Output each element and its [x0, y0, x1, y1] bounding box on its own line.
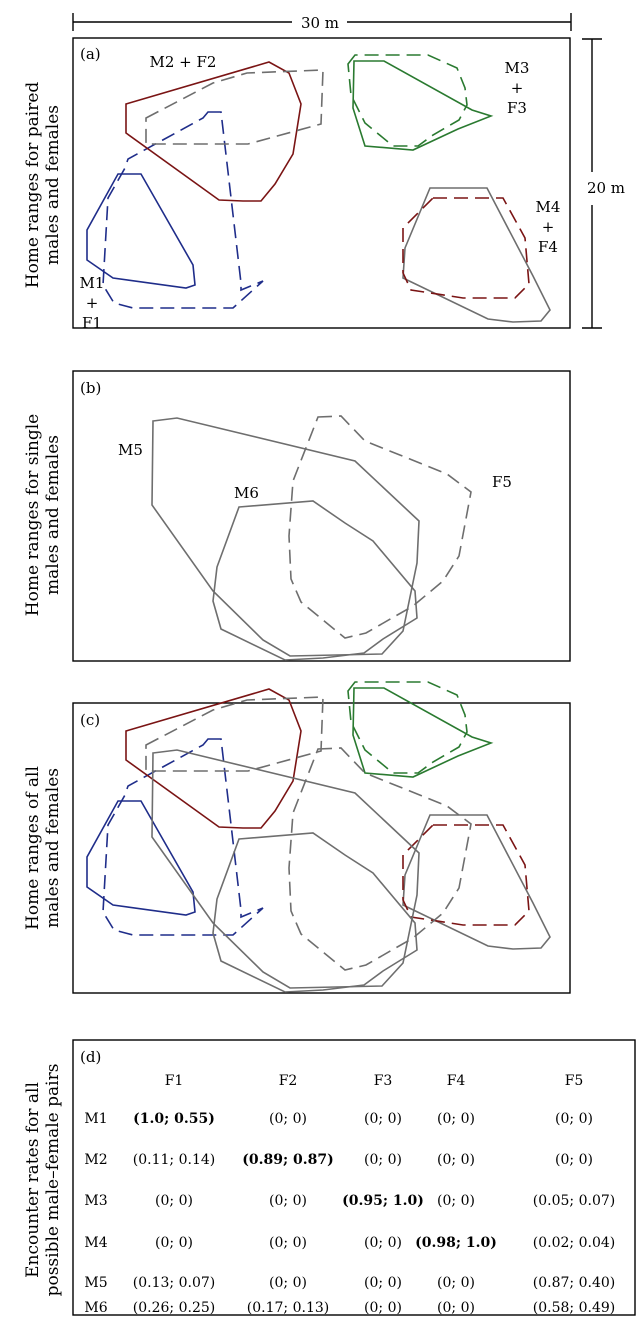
matrix-cell: (0; 0)	[364, 1235, 402, 1251]
column-header: F2	[279, 1073, 298, 1089]
row-label: M5	[84, 1275, 107, 1291]
panel-d-tag: (d)	[80, 1048, 101, 1066]
panel-d-side-label-1: Encounter rates for all	[23, 1082, 43, 1278]
encounter-matrix: F1 F2 F3 F4 F5 M1 (1.0; 0.55) (0; 0) (0; 0) (0; 0…	[84, 1073, 615, 1316]
column-header: F4	[447, 1073, 466, 1089]
m5-range	[151, 417, 420, 657]
panel-c-tag: (c)	[80, 711, 100, 729]
panel-c-side-label-1: Home ranges of all	[23, 766, 43, 930]
label-m3-plus: +	[511, 79, 524, 97]
f4-range	[402, 197, 530, 299]
m3-range	[352, 687, 492, 778]
matrix-cell: (0.17; 0.13)	[247, 1300, 329, 1316]
label-f5: F5	[492, 473, 512, 491]
f5-range	[288, 415, 472, 639]
m6-range	[212, 832, 418, 993]
panel-b: Home ranges for single males and females…	[23, 370, 571, 662]
matrix-cell: (0.02; 0.04)	[533, 1235, 615, 1251]
matrix-cell: (1.0; 0.55)	[133, 1111, 215, 1127]
panel-a-tag: (a)	[80, 45, 101, 63]
row-label: M6	[84, 1300, 107, 1316]
panel-c-frame	[72, 702, 571, 994]
label-m2-f2: M2 + F2	[150, 53, 217, 71]
matrix-cell: (0; 0)	[364, 1300, 402, 1316]
label-m5: M5	[118, 441, 143, 459]
matrix-cell: (0.89; 0.87)	[242, 1152, 334, 1168]
matrix-cell: (0; 0)	[364, 1275, 402, 1291]
m5-range	[151, 749, 420, 989]
matrix-cell: (0; 0)	[155, 1193, 193, 1209]
height-scale-bar: 20 m	[582, 38, 625, 329]
panel-d-frame	[72, 1039, 636, 1316]
matrix-cell: (0.05; 0.07)	[533, 1193, 615, 1209]
f5-range	[288, 747, 472, 971]
label-f3: F3	[507, 99, 527, 117]
panel-d-side-label-2: possible male–female pairs	[43, 1064, 63, 1297]
m3-range	[352, 60, 492, 151]
panel-a: Home ranges for paired males and females…	[23, 37, 571, 332]
matrix-cell: (0; 0)	[155, 1235, 193, 1251]
panel-c: Home ranges of all males and females (c)	[23, 681, 571, 994]
label-f4: F4	[538, 238, 558, 256]
label-m4: M4	[536, 198, 561, 216]
label-m1-plus: +	[86, 294, 99, 312]
matrix-cell: (0.58; 0.49)	[533, 1300, 615, 1316]
matrix-cell: (0; 0)	[437, 1300, 475, 1316]
panel-b-tag: (b)	[80, 379, 101, 397]
matrix-cell: (0; 0)	[437, 1275, 475, 1291]
f4-range	[402, 824, 530, 926]
label-m3: M3	[505, 59, 530, 77]
matrix-cell: (0; 0)	[437, 1152, 475, 1168]
matrix-cell: (0; 0)	[269, 1275, 307, 1291]
matrix-cell: (0; 0)	[555, 1152, 593, 1168]
width-scale-label: 30 m	[301, 14, 339, 32]
row-label: M4	[84, 1235, 107, 1251]
matrix-cell: (0.26; 0.25)	[133, 1300, 215, 1316]
matrix-cell: (0; 0)	[269, 1235, 307, 1251]
width-scale-bar: 30 m	[72, 13, 572, 32]
panel-c-side-label-2: males and females	[43, 768, 63, 928]
panel-a-side-label-2: males and females	[43, 105, 63, 265]
matrix-cell: (0.98; 1.0)	[415, 1235, 497, 1251]
matrix-cell: (0.11; 0.14)	[133, 1152, 215, 1168]
panel-b-side-label-1: Home ranges for single	[23, 414, 43, 616]
f1-range	[102, 738, 264, 936]
matrix-cell: (0; 0)	[269, 1111, 307, 1127]
row-label: M1	[84, 1111, 107, 1127]
row-label: M3	[84, 1193, 107, 1209]
matrix-cell: (0; 0)	[364, 1111, 402, 1127]
panel-d: Encounter rates for all possible male–fe…	[23, 1039, 636, 1316]
matrix-cell: (0; 0)	[364, 1152, 402, 1168]
matrix-cell: (0; 0)	[555, 1111, 593, 1127]
height-scale-label: 20 m	[587, 179, 625, 197]
panel-a-frame	[72, 37, 571, 329]
label-m1: M1	[80, 274, 105, 292]
m4-range	[402, 187, 551, 323]
f1-range	[102, 111, 264, 309]
row-label: M2	[84, 1152, 107, 1168]
panel-b-frame	[72, 370, 571, 662]
matrix-cell: (0.95; 1.0)	[342, 1193, 424, 1209]
matrix-cell: (0; 0)	[269, 1193, 307, 1209]
panel-b-side-label-2: males and females	[43, 435, 63, 595]
column-header: F5	[565, 1073, 584, 1089]
matrix-cell: (0; 0)	[437, 1193, 475, 1209]
panel-a-side-label-1: Home ranges for paired	[23, 82, 43, 289]
column-header: F3	[374, 1073, 393, 1089]
m6-range	[212, 500, 418, 661]
matrix-cell: (0; 0)	[437, 1111, 475, 1127]
matrix-cell: (0.87; 0.40)	[533, 1275, 615, 1291]
label-f1: F1	[82, 314, 102, 332]
label-m6: M6	[234, 484, 259, 502]
matrix-cell: (0.13; 0.07)	[133, 1275, 215, 1291]
label-m4-plus: +	[542, 218, 555, 236]
column-header: F1	[165, 1073, 184, 1089]
